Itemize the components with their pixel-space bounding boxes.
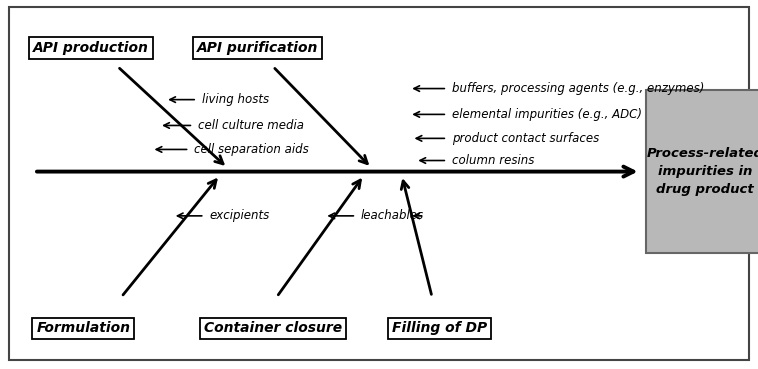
- Text: living hosts: living hosts: [202, 93, 269, 106]
- Text: cell culture media: cell culture media: [198, 119, 304, 132]
- Text: API purification: API purification: [197, 41, 318, 55]
- FancyBboxPatch shape: [646, 90, 758, 253]
- Text: column resins: column resins: [452, 154, 534, 167]
- Text: excipients: excipients: [209, 209, 269, 223]
- Text: Formulation: Formulation: [36, 321, 130, 335]
- Text: cell separation aids: cell separation aids: [194, 143, 309, 156]
- Text: Process-related
impurities in
drug product: Process-related impurities in drug produ…: [647, 147, 758, 196]
- FancyBboxPatch shape: [9, 7, 749, 360]
- Text: Container closure: Container closure: [204, 321, 342, 335]
- Text: elemental impurities (e.g., ADC): elemental impurities (e.g., ADC): [452, 108, 642, 121]
- Text: API production: API production: [33, 41, 149, 55]
- Text: Filling of DP: Filling of DP: [392, 321, 487, 335]
- Text: product contact surfaces: product contact surfaces: [452, 132, 599, 145]
- Text: leachables: leachables: [361, 209, 424, 223]
- Text: buffers, processing agents (e.g., enzymes): buffers, processing agents (e.g., enzyme…: [452, 82, 704, 95]
